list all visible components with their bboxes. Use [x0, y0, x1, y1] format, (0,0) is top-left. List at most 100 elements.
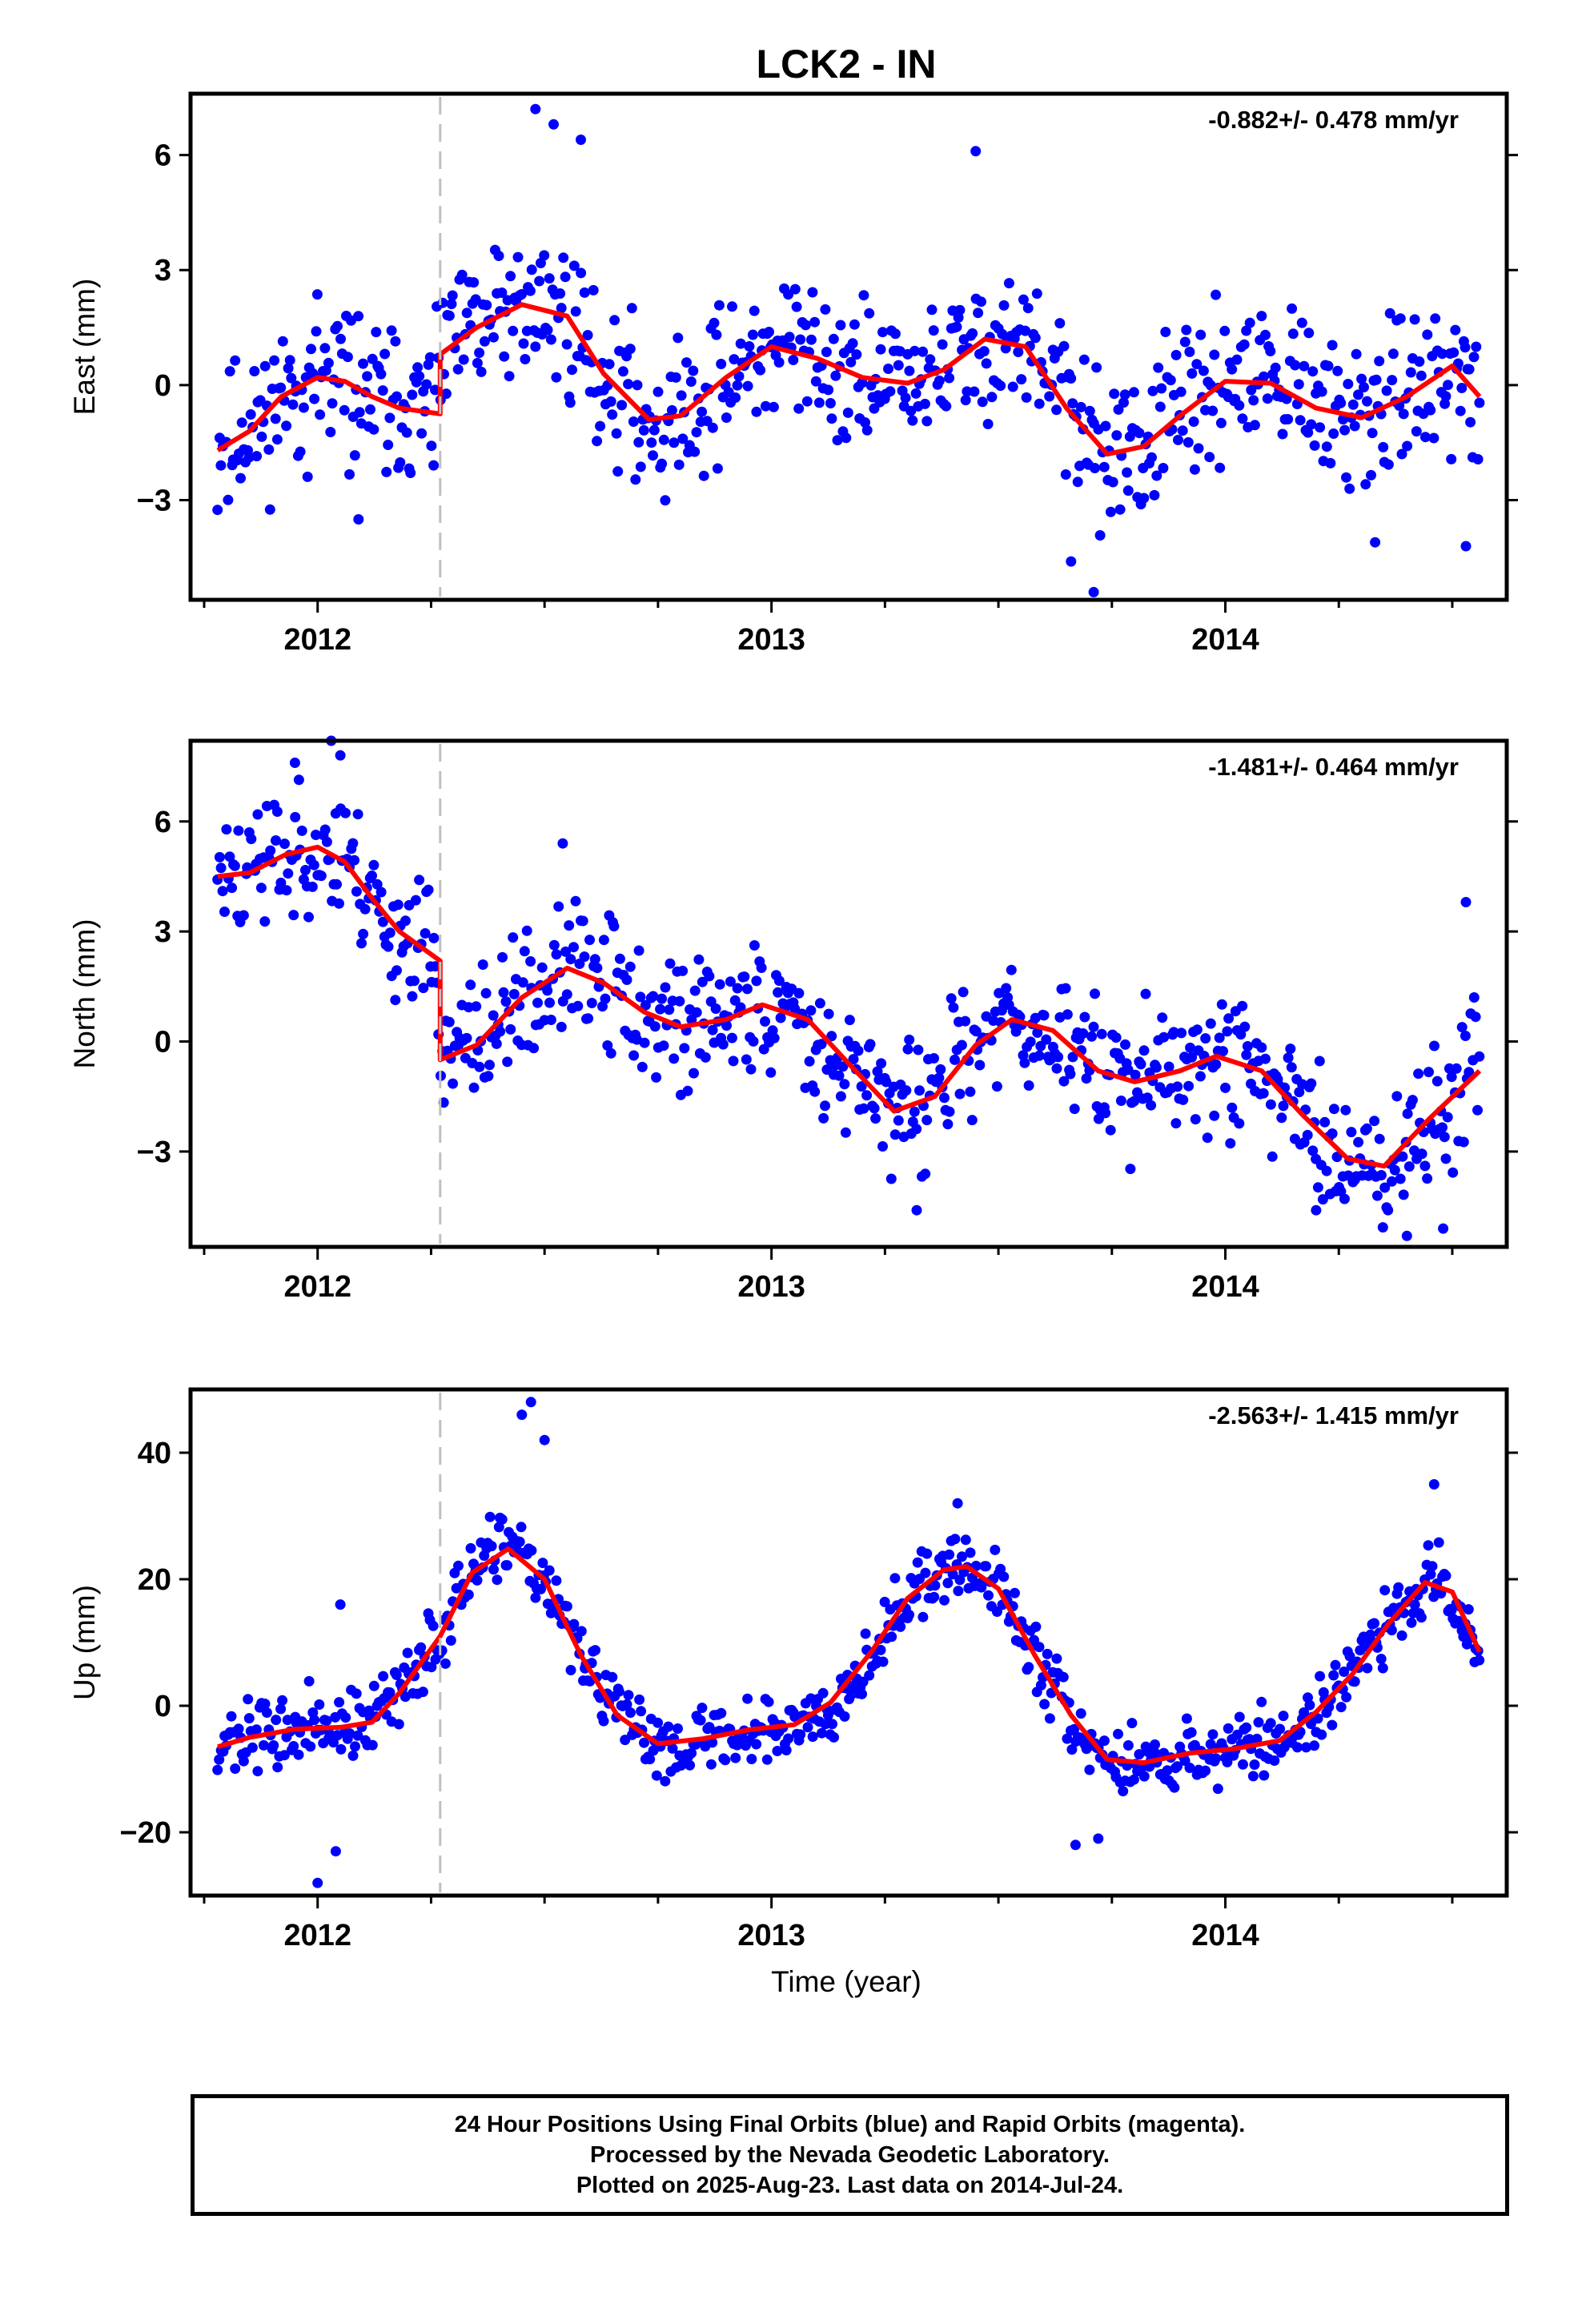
east-data-point [358, 358, 368, 369]
east-data-point [907, 415, 918, 426]
north-data-point [911, 1204, 922, 1216]
east-data-point [1472, 454, 1484, 464]
east-data-point [421, 379, 432, 390]
north-data-point [844, 1015, 855, 1026]
east-data-point [302, 471, 313, 482]
up-data-point [1084, 1764, 1095, 1775]
up-data-point [625, 1707, 636, 1719]
east-data-point [1091, 362, 1102, 373]
east-data-point [1374, 356, 1385, 367]
east-data-point [995, 380, 1006, 392]
east-data-point [909, 345, 920, 356]
east-data-point [1262, 393, 1273, 404]
east-data-point [919, 398, 930, 409]
east-data-point [900, 392, 911, 404]
east-data-point [1339, 424, 1351, 436]
north-data-point [751, 975, 762, 987]
east-data-point [283, 363, 294, 374]
east-xtick-label: 2012 [283, 623, 351, 657]
east-data-point [970, 146, 982, 157]
up-data-point [1292, 1742, 1303, 1753]
up-data-point [1172, 1761, 1182, 1772]
up-data-point [309, 1715, 320, 1726]
up-data-point [1425, 1569, 1436, 1580]
north-data-point [491, 1038, 502, 1049]
up-data-point [667, 1743, 678, 1754]
north-data-point [1369, 1116, 1380, 1127]
up-data-point [243, 1694, 254, 1705]
east-data-point [1440, 391, 1452, 402]
north-data-point [1283, 1052, 1294, 1063]
east-data-point [877, 327, 888, 338]
east-data-point [1428, 432, 1439, 444]
up-data-point [312, 1877, 323, 1888]
north-data-point [950, 1054, 960, 1065]
east-data-point [791, 301, 802, 312]
east-data-point [1256, 311, 1267, 322]
up-data-point [1042, 1648, 1053, 1659]
east-xtick-label: 2014 [1191, 623, 1259, 657]
north-data-point [1041, 1034, 1052, 1045]
north-data-point [1222, 1026, 1233, 1037]
up-data-point [1186, 1727, 1197, 1738]
east-data-point [713, 300, 725, 311]
north-data-point [818, 1112, 829, 1124]
north-data-point [823, 1008, 834, 1019]
east-data-points [212, 103, 1485, 597]
east-data-point [412, 362, 424, 373]
east-data-point [375, 368, 387, 380]
north-data-point [1220, 1082, 1231, 1093]
north-data-point [686, 1014, 697, 1025]
up-data-point [895, 1621, 906, 1632]
north-data-point [870, 1113, 881, 1124]
up-data-point [912, 1557, 923, 1568]
east-data-point [1474, 397, 1485, 408]
east-data-point [630, 474, 641, 485]
up-data-point [1200, 1765, 1211, 1776]
east-data-point [579, 287, 590, 298]
up-data-point [1377, 1663, 1388, 1674]
north-data-point [1146, 1100, 1157, 1111]
up-data-point [417, 1687, 428, 1698]
up-data-point [426, 1662, 437, 1673]
north-data-point [837, 1061, 849, 1072]
north-data-point [592, 963, 603, 974]
east-data-point [689, 446, 701, 457]
north-data-point [586, 998, 597, 1008]
north-data-point [1216, 999, 1227, 1010]
east-data-point [1100, 420, 1111, 432]
east-data-point [1066, 373, 1077, 384]
up-data-point [772, 1746, 783, 1756]
east-data-point [1409, 314, 1420, 325]
east-data-point [760, 400, 771, 412]
east-data-point [751, 406, 762, 417]
north-data-point [1032, 1027, 1043, 1038]
east-data-point [688, 365, 699, 376]
north-data-point [428, 932, 440, 943]
up-data-point [288, 1741, 299, 1751]
east-data-point [951, 321, 962, 332]
east-data-point [1335, 397, 1347, 408]
up-data-point [1327, 1719, 1338, 1731]
east-velocity-label: -0.882+/- 0.478 mm/yr [1208, 106, 1459, 134]
east-data-point [648, 424, 660, 436]
up-data-point [1256, 1696, 1267, 1707]
east-data-point [788, 355, 799, 365]
north-data-point [570, 895, 581, 907]
north-data-point [1172, 1081, 1183, 1092]
east-data-point [555, 288, 566, 299]
east-data-point [1414, 356, 1425, 367]
east-data-point [733, 371, 745, 382]
north-data-point [721, 1020, 732, 1031]
east-data-point [1259, 371, 1269, 382]
north-data-point [1317, 1194, 1328, 1205]
up-data-point [238, 1755, 249, 1767]
east-data-point [1175, 386, 1186, 397]
up-data-point [783, 1733, 794, 1744]
north-data-point [1387, 1176, 1397, 1187]
north-data-point [725, 976, 736, 987]
north-data-point [564, 920, 575, 931]
north-data-point [1006, 964, 1017, 975]
east-data-point [1425, 404, 1436, 416]
up-data-point [321, 1715, 332, 1727]
